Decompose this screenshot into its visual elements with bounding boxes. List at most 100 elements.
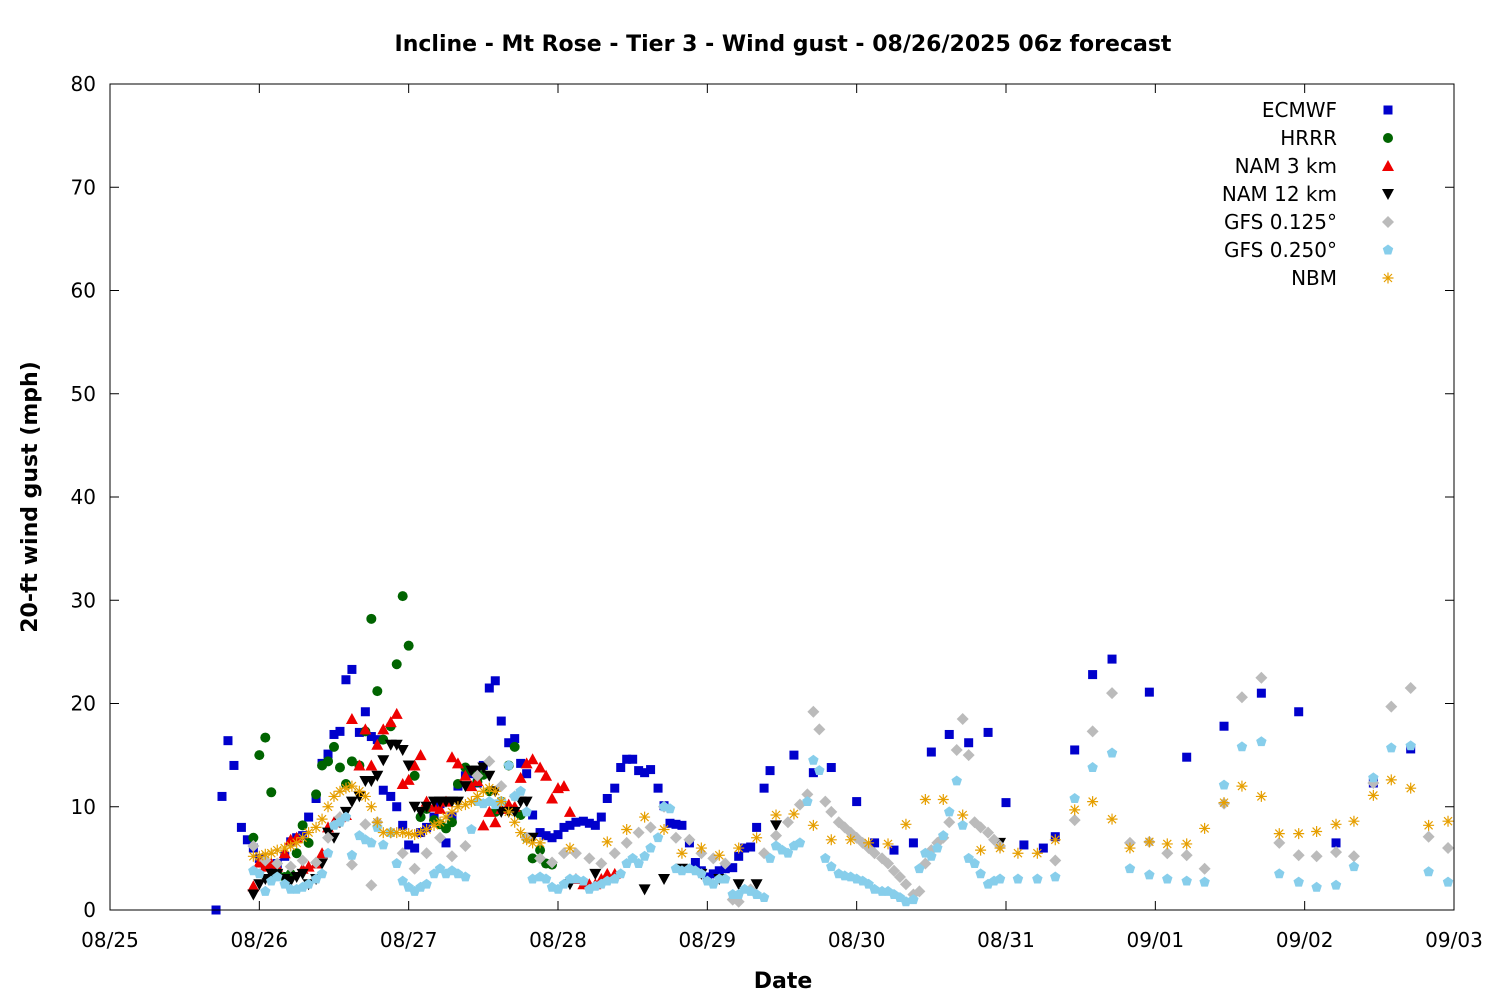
data-point bbox=[926, 850, 937, 861]
data-point bbox=[329, 729, 339, 739]
data-point bbox=[528, 810, 538, 820]
data-point bbox=[1181, 875, 1192, 886]
data-point bbox=[359, 723, 372, 735]
data-point bbox=[983, 727, 993, 737]
data-point bbox=[284, 876, 297, 888]
data-point bbox=[365, 879, 378, 892]
data-point bbox=[1087, 762, 1098, 772]
data-point bbox=[459, 781, 472, 793]
data-point bbox=[279, 842, 291, 854]
data-point bbox=[770, 829, 783, 842]
data-point bbox=[459, 769, 472, 781]
data-point bbox=[1236, 741, 1248, 752]
data-point bbox=[1348, 861, 1360, 872]
data-point bbox=[397, 591, 408, 602]
data-point bbox=[446, 806, 458, 818]
data-point bbox=[1106, 813, 1118, 825]
data-point bbox=[465, 780, 478, 792]
data-point bbox=[634, 766, 644, 776]
data-point bbox=[813, 723, 826, 736]
series-ecmwf bbox=[211, 654, 1416, 915]
data-point bbox=[441, 838, 451, 848]
data-point bbox=[794, 837, 806, 848]
data-point bbox=[1001, 798, 1011, 808]
data-point bbox=[371, 738, 384, 750]
data-point bbox=[253, 850, 265, 862]
data-point bbox=[1442, 842, 1455, 855]
data-point bbox=[316, 813, 328, 825]
y-tick-label: 20 bbox=[71, 692, 96, 716]
data-point bbox=[676, 847, 688, 859]
legend-marker bbox=[1383, 133, 1393, 143]
data-point bbox=[1182, 752, 1192, 762]
data-point bbox=[664, 803, 676, 814]
data-point bbox=[346, 849, 358, 860]
data-point bbox=[1385, 774, 1397, 786]
data-point bbox=[1256, 736, 1267, 747]
data-point bbox=[398, 820, 408, 830]
data-point bbox=[994, 873, 1006, 884]
data-point bbox=[284, 860, 297, 873]
data-point bbox=[1348, 815, 1360, 827]
data-point bbox=[653, 783, 663, 793]
data-point bbox=[1386, 742, 1397, 753]
data-point bbox=[366, 732, 376, 742]
data-point bbox=[477, 819, 490, 831]
data-point bbox=[937, 794, 949, 806]
data-point bbox=[1106, 687, 1119, 700]
data-point bbox=[720, 873, 731, 884]
data-point bbox=[527, 853, 538, 864]
data-point bbox=[503, 759, 514, 770]
data-point bbox=[471, 769, 484, 782]
data-point bbox=[868, 847, 881, 860]
data-point bbox=[770, 809, 782, 821]
data-point bbox=[899, 878, 912, 891]
data-point bbox=[414, 749, 427, 761]
legend-label: ECMWF bbox=[1262, 98, 1337, 122]
data-point bbox=[559, 822, 569, 832]
data-point bbox=[975, 868, 986, 879]
data-point bbox=[303, 827, 315, 839]
data-point bbox=[713, 849, 725, 861]
data-point bbox=[323, 749, 333, 759]
data-point bbox=[969, 858, 980, 868]
data-point bbox=[1218, 797, 1230, 809]
data-point bbox=[434, 802, 447, 814]
data-point bbox=[408, 862, 421, 875]
data-point bbox=[1032, 873, 1043, 884]
data-point bbox=[496, 716, 506, 726]
data-point bbox=[1161, 847, 1174, 860]
x-tick-label: 08/30 bbox=[828, 928, 886, 952]
data-point bbox=[888, 864, 900, 877]
data-point bbox=[421, 823, 433, 835]
data-point bbox=[503, 806, 515, 818]
data-point bbox=[365, 801, 377, 813]
data-point bbox=[882, 857, 895, 870]
data-point bbox=[962, 749, 975, 762]
data-point bbox=[452, 801, 464, 813]
data-point bbox=[247, 839, 260, 852]
data-point bbox=[378, 734, 389, 745]
data-point bbox=[825, 834, 837, 846]
data-point bbox=[303, 878, 314, 889]
data-point bbox=[1368, 772, 1379, 783]
data-point bbox=[640, 768, 650, 778]
data-point bbox=[622, 754, 632, 764]
data-point bbox=[347, 664, 357, 674]
data-point bbox=[359, 790, 371, 802]
data-point bbox=[869, 883, 880, 894]
data-point bbox=[889, 845, 899, 855]
data-point bbox=[732, 879, 745, 891]
data-point bbox=[1255, 790, 1267, 802]
data-point bbox=[1012, 873, 1024, 884]
data-point bbox=[353, 785, 365, 797]
data-point bbox=[297, 832, 309, 844]
legend-marker bbox=[1383, 105, 1393, 115]
y-tick-label: 50 bbox=[71, 382, 96, 406]
data-point bbox=[1144, 687, 1154, 697]
data-point bbox=[384, 716, 397, 728]
data-point bbox=[590, 820, 600, 830]
data-point bbox=[254, 868, 265, 879]
data-point bbox=[819, 795, 832, 808]
data-point bbox=[520, 796, 533, 808]
